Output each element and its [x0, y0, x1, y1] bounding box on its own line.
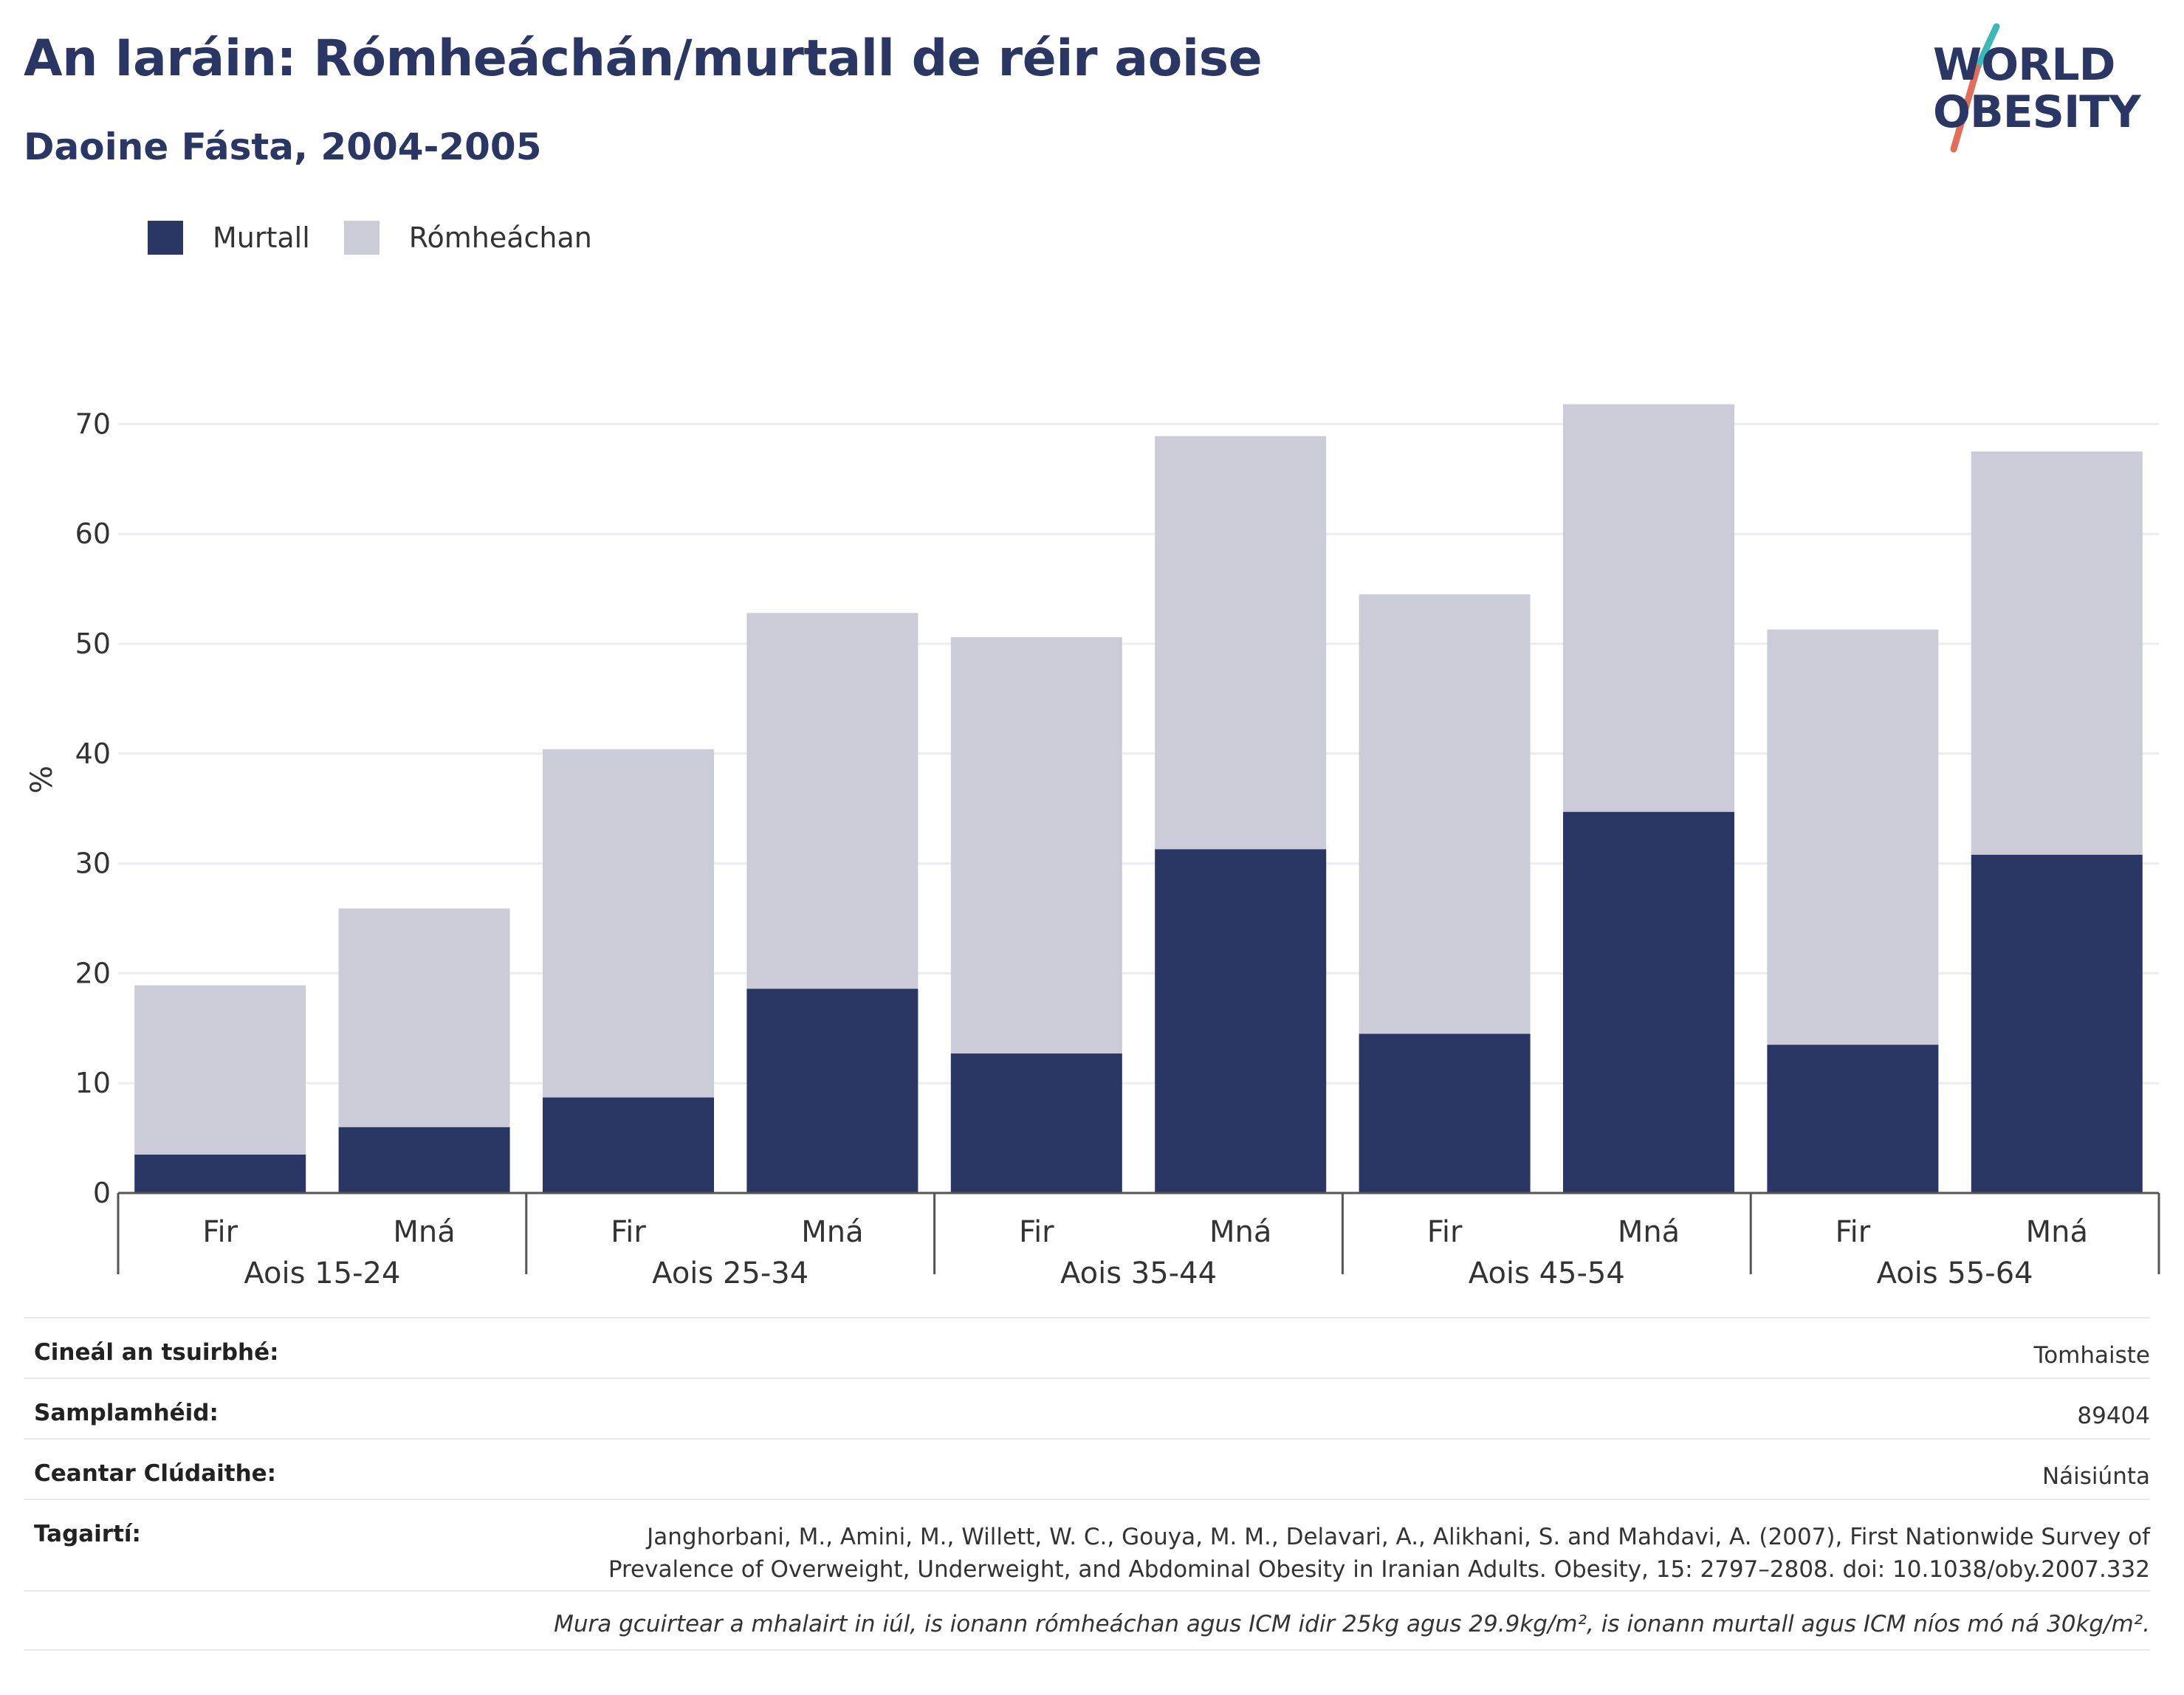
world-obesity-logo: WORLD OBESITY: [1920, 19, 2171, 159]
x-tick-label: Mná: [393, 1215, 455, 1249]
meta-value-reference[interactable]: Janghorbani, M., Amini, M., Willett, W. …: [608, 1524, 2150, 1583]
bar-murtall[interactable]: [950, 1053, 1122, 1193]
x-tick-label: Fir: [1019, 1215, 1054, 1249]
bar-murtall[interactable]: [338, 1127, 510, 1193]
legend-item-murtall[interactable]: Murtall: [148, 221, 310, 255]
bar-romheachan[interactable]: [1971, 451, 2143, 855]
x-tick-label: Mná: [2026, 1215, 2088, 1249]
bar-murtall[interactable]: [1971, 854, 2143, 1193]
x-group-label: Aois 35-44: [1060, 1256, 1217, 1285]
bar-romheachan[interactable]: [746, 613, 918, 989]
bar-romheachan[interactable]: [1767, 629, 1939, 1045]
footnote: Mura gcuirtear a mhalairt in iúl, is ion…: [24, 1590, 2150, 1651]
chart-legend: Murtall Rómheáchan: [148, 219, 626, 257]
y-tick-label: 30: [75, 848, 111, 880]
bar-murtall[interactable]: [746, 989, 918, 1193]
meta-key: Cineál an tsuirbhé:: [34, 1339, 279, 1366]
x-tick-label: Mná: [1209, 1215, 1271, 1249]
meta-row-references: Tagairtí: Janghorbani, M., Amini, M., Wi…: [24, 1499, 2150, 1590]
bar-murtall[interactable]: [1563, 811, 1734, 1193]
meta-value: Náisiúnta: [2042, 1463, 2150, 1490]
y-tick-label: 40: [75, 738, 111, 770]
x-group-label: Aois 45-54: [1469, 1256, 1625, 1285]
x-tick-label: Fir: [611, 1215, 646, 1249]
x-tick-label: Mná: [801, 1215, 863, 1249]
bar-romheachan[interactable]: [134, 985, 306, 1155]
y-tick-label: 60: [75, 518, 111, 550]
bar-romheachan[interactable]: [950, 637, 1122, 1054]
bar-murtall[interactable]: [1767, 1045, 1939, 1193]
meta-key: Ceantar Clúdaithe:: [34, 1460, 277, 1487]
legend-label-murtall: Murtall: [213, 221, 310, 254]
x-tick-label: Fir: [202, 1215, 238, 1249]
legend-swatch-murtall: [148, 221, 183, 255]
bar-romheachan[interactable]: [1563, 404, 1734, 812]
meta-row-survey-type: Cineál an tsuirbhé: Tomhaiste: [24, 1317, 2150, 1378]
bar-romheachan[interactable]: [1359, 594, 1531, 1034]
legend-label-romheachan: Rómheáchan: [408, 221, 592, 254]
x-group-label: Aois 25-34: [652, 1256, 808, 1285]
bar-murtall[interactable]: [1155, 849, 1327, 1193]
meta-value: 89404: [2077, 1403, 2150, 1429]
bar-romheachan[interactable]: [543, 749, 714, 1098]
page-title: An Iaráin: Rómheáchán/murtall de réir ao…: [24, 30, 1263, 88]
x-tick-label: Fir: [1836, 1215, 1871, 1249]
bar-romheachan[interactable]: [338, 908, 510, 1127]
x-group-label: Aois 55-64: [1877, 1256, 2033, 1285]
x-group-label: Aois 15-24: [244, 1256, 400, 1285]
y-tick-label: 50: [75, 628, 111, 660]
bar-murtall[interactable]: [543, 1097, 714, 1193]
bar-romheachan[interactable]: [1155, 436, 1327, 850]
y-tick-label: 20: [75, 957, 111, 989]
x-tick-label: Fir: [1427, 1215, 1463, 1249]
bar-murtall[interactable]: [1359, 1034, 1531, 1193]
legend-item-romheachan[interactable]: Rómheáchan: [343, 221, 592, 255]
x-tick-label: Mná: [1618, 1215, 1680, 1249]
meta-key: Tagairtí:: [34, 1521, 141, 1547]
bar-chart: 0 10 20 30 40 50 60 70% Fir Mná Fir Mná Fir Mná Fir Mná…: [25, 404, 2160, 1285]
page-subtitle: Daoine Fásta, 2004-2005: [24, 126, 542, 168]
y-axis-label: %: [25, 766, 59, 794]
logo-text-obesity: OBESITY: [1933, 86, 2141, 138]
y-tick-label: 70: [75, 408, 111, 440]
survey-metadata: Cineál an tsuirbhé: Tomhaiste Samplamhéi…: [24, 1317, 2150, 1651]
y-tick-label: 0: [93, 1177, 111, 1209]
meta-value: Tomhaiste: [2033, 1342, 2150, 1369]
meta-key: Samplamhéid:: [34, 1400, 219, 1426]
legend-swatch-romheachan: [343, 221, 380, 255]
logo-slash-icon: [1950, 23, 2000, 153]
logo-text-world: WORLD: [1933, 39, 2115, 91]
meta-row-sample-size: Samplamhéid: 89404: [24, 1378, 2150, 1438]
bar-murtall[interactable]: [134, 1154, 306, 1193]
meta-row-area-covered: Ceantar Clúdaithe: Náisiúnta: [24, 1438, 2150, 1499]
y-tick-label: 10: [75, 1067, 111, 1099]
